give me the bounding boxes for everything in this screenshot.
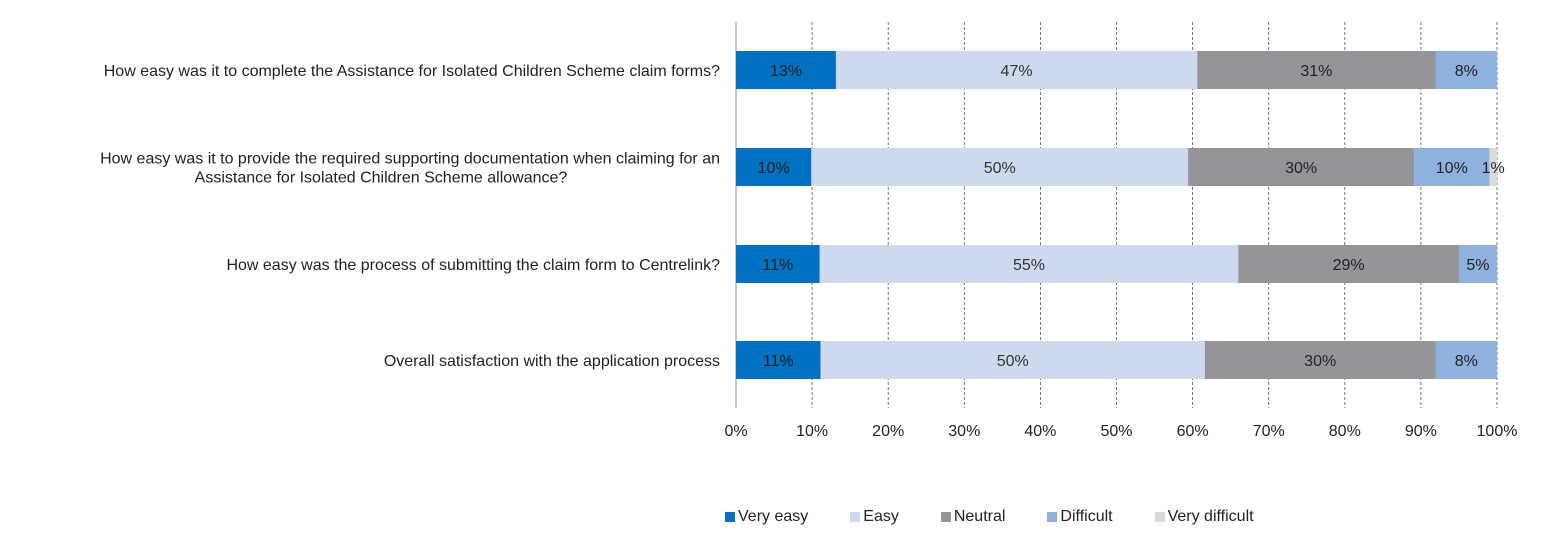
data-label: 30% [1304, 353, 1336, 370]
x-tick-label: 60% [1177, 423, 1209, 440]
data-label: 47% [1001, 63, 1033, 80]
bar-easy [811, 148, 1189, 186]
bar-neutral [1204, 341, 1436, 379]
x-tick-label: 70% [1253, 423, 1285, 440]
data-label: 8% [1455, 353, 1478, 370]
category-label: How easy was it to provide the required … [100, 151, 720, 168]
bar-difficult [1414, 148, 1490, 186]
x-tick-label: 30% [948, 423, 980, 440]
bar-difficult [1435, 341, 1497, 379]
x-tick-label: 20% [872, 423, 904, 440]
data-label: 10% [1436, 160, 1468, 177]
chart-legend: Very easy Easy Neutral Difficult Very diffic… [725, 506, 1254, 528]
legend-swatch [1047, 512, 1058, 522]
data-label: 11% [762, 257, 793, 274]
data-label: 13% [770, 63, 802, 80]
bar-easy [820, 341, 1205, 379]
data-label: 31% [1300, 63, 1332, 80]
category-label: Assistance for Isolated Children Scheme … [195, 170, 568, 187]
category-label: How easy was it to complete the Assistan… [104, 63, 720, 80]
legend-swatch [940, 512, 951, 522]
legend-swatch [1154, 512, 1165, 522]
bar-very-difficult [1489, 148, 1497, 186]
legend-label: Neutral [953, 508, 1006, 525]
legend-swatch [725, 512, 735, 522]
bar-very-easy [736, 341, 821, 379]
data-label: 55% [1013, 257, 1045, 274]
x-tick-label: 100% [1477, 423, 1518, 440]
bar-difficult [1458, 245, 1497, 283]
legend-label: Very easy [738, 508, 809, 525]
legend-label: Very difficult [1167, 508, 1254, 525]
data-label: 30% [1285, 160, 1317, 177]
legend-item: Very easy [725, 508, 808, 526]
legend-item: Easy [850, 508, 899, 526]
data-label: 8% [1455, 63, 1478, 80]
bar-easy [819, 245, 1239, 283]
legend-label: Easy [863, 508, 899, 525]
x-tick-label: 40% [1024, 423, 1056, 440]
legend-label: Difficult [1060, 508, 1113, 525]
bar-difficult [1435, 51, 1497, 89]
x-tick-label: 90% [1405, 423, 1437, 440]
legend-item: Difficult [1047, 508, 1113, 526]
bar-easy [835, 51, 1198, 89]
data-label: 5% [1466, 257, 1489, 274]
x-tick-label: 50% [1100, 423, 1132, 440]
legend-item: Neutral [940, 508, 1006, 526]
bar-very-easy [736, 148, 812, 186]
bar-neutral [1188, 148, 1415, 186]
category-label: How easy was the process of submitting t… [226, 257, 720, 274]
x-tick-label: 80% [1329, 423, 1361, 440]
bar-neutral [1238, 245, 1459, 283]
data-label: 1% [1482, 160, 1505, 177]
category-label: Overall satisfaction with the applicatio… [384, 353, 720, 370]
data-label: 10% [758, 160, 790, 177]
legend-item: Very difficult [1154, 508, 1254, 526]
x-tick-label: 0% [724, 423, 747, 440]
bar-very-easy [736, 51, 836, 89]
data-label: 50% [984, 160, 1016, 177]
bar-neutral [1197, 51, 1436, 89]
data-label: 11% [763, 353, 794, 370]
bar-very-easy [736, 245, 820, 283]
x-tick-label: 10% [796, 423, 828, 440]
data-label: 50% [997, 353, 1029, 370]
legend-swatch [850, 512, 861, 522]
data-label: 29% [1333, 257, 1365, 274]
